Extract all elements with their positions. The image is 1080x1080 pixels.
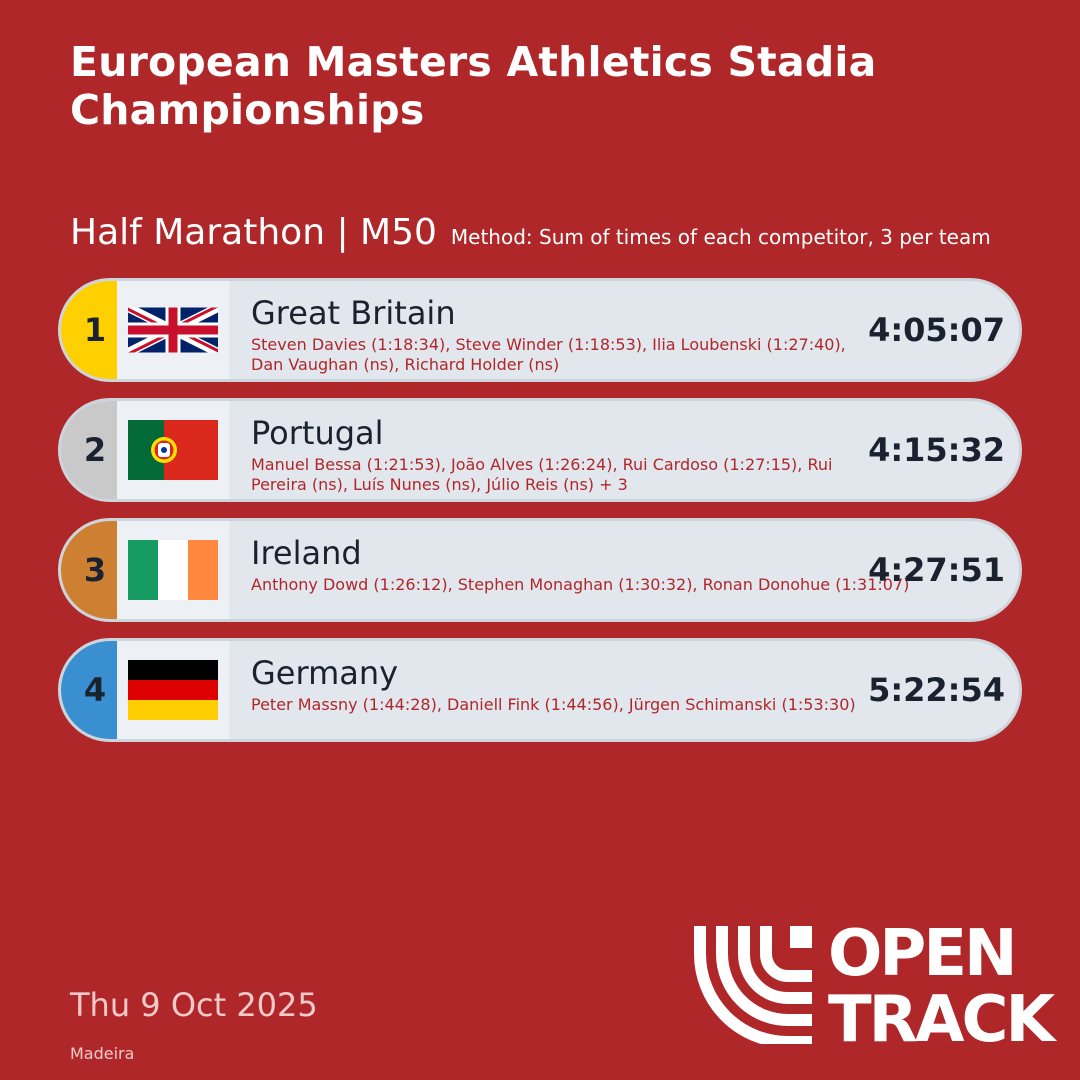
event-header: Half Marathon | M50 Method: Sum of times…: [70, 212, 991, 253]
results-list: 1 Great Britain Steven Davies (1:18:34),…: [58, 278, 1022, 758]
team-time: 4:27:51: [868, 551, 1005, 589]
team-name: Ireland: [251, 534, 362, 572]
ireland-flag: [128, 540, 218, 600]
team-time: 5:22:54: [868, 671, 1005, 709]
team-time: 4:05:07: [868, 311, 1005, 349]
event-date: Thu 9 Oct 2025: [70, 986, 318, 1024]
team-name: Germany: [251, 654, 399, 692]
team-members: Anthony Dowd (1:26:12), Stephen Monaghan…: [251, 575, 910, 594]
team-members: Peter Massny (1:44:28), Daniell Fink (1:…: [251, 695, 856, 714]
team-name: Great Britain: [251, 294, 456, 332]
rank-badge: 3: [61, 521, 123, 619]
team-time: 4:15:32: [868, 431, 1005, 469]
germany-flag: [128, 660, 218, 720]
result-row[interactable]: 4 Germany Peter Massny (1:44:28), Daniel…: [58, 638, 1022, 742]
team-members: Steven Davies (1:18:34), Steve Winder (1…: [251, 335, 846, 374]
result-row[interactable]: 2 Portugal Manuel Bessa (1:21:53), João …: [58, 398, 1022, 502]
rank-badge: 4: [61, 641, 123, 739]
event-name: Half Marathon | M50: [70, 212, 437, 253]
event-venue: Madeira: [70, 1044, 135, 1063]
page-title: European Masters Athletics Stadia Champi…: [70, 38, 877, 134]
portugal-flag: [128, 420, 218, 480]
gb-flag: [128, 307, 218, 353]
result-row[interactable]: 3 Ireland Anthony Dowd (1:26:12), Stephe…: [58, 518, 1022, 622]
rank-badge: 1: [61, 281, 123, 379]
team-name: Portugal: [251, 414, 384, 452]
opentrack-logo-text: OPEN TRACK: [828, 917, 1055, 1057]
team-members: Manuel Bessa (1:21:53), João Alves (1:26…: [251, 455, 833, 494]
result-row[interactable]: 1 Great Britain Steven Davies (1:18:34),…: [58, 278, 1022, 382]
scoring-method: Method: Sum of times of each competitor,…: [450, 225, 991, 249]
rank-badge: 2: [61, 401, 123, 499]
opentrack-logo-icon: [694, 926, 812, 1044]
